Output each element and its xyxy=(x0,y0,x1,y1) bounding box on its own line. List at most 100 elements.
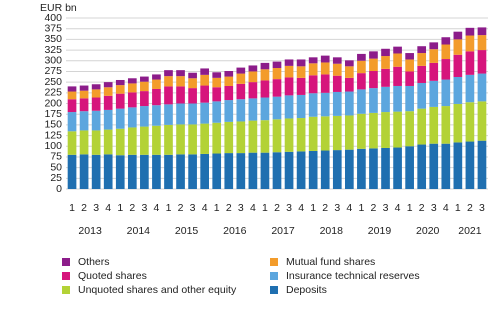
bar-segment xyxy=(272,152,282,189)
bar-segment xyxy=(417,53,427,66)
x-tick-label: 1 xyxy=(117,202,123,214)
bar-segment xyxy=(345,66,354,78)
legend-swatch xyxy=(62,286,70,294)
bar-segment xyxy=(115,93,125,109)
year-label: 2021 xyxy=(458,225,482,237)
bar-segment xyxy=(441,143,451,189)
bar-segment xyxy=(272,79,282,97)
bar-segment xyxy=(79,85,89,91)
legend-label: Unquoted shares and other equity xyxy=(78,284,237,296)
x-tick-label: 3 xyxy=(141,202,147,214)
bar-segment xyxy=(188,103,197,125)
bar-segment xyxy=(465,141,475,189)
bar-segment xyxy=(393,111,402,148)
x-tick-label: 3 xyxy=(479,202,485,214)
year-label: 2015 xyxy=(175,225,199,237)
bar-segment xyxy=(164,70,173,77)
bar-segment xyxy=(260,152,270,189)
bar-segment xyxy=(152,79,161,89)
legend-label: Deposits xyxy=(286,284,327,296)
bar-segment xyxy=(260,69,270,81)
bar-segment xyxy=(236,73,246,84)
x-tick-label: 3 xyxy=(93,202,99,214)
bar-segment xyxy=(91,89,101,98)
bar-segment xyxy=(115,128,125,156)
bar-segment xyxy=(320,116,330,151)
bar-segment xyxy=(212,122,222,154)
bar-segment xyxy=(332,75,342,92)
bar-segment xyxy=(67,91,77,100)
bar-segment xyxy=(127,127,137,155)
bar-segment xyxy=(200,74,209,86)
bar-segment xyxy=(429,62,439,81)
bar-segment xyxy=(369,148,378,189)
x-tick-label: 3 xyxy=(238,202,244,214)
bar-segment xyxy=(393,46,402,54)
bar-segment xyxy=(296,59,306,67)
bar-segment xyxy=(417,144,427,189)
bar-segment xyxy=(308,57,318,64)
bar-segment xyxy=(405,53,414,60)
bar-segment xyxy=(429,49,439,63)
bar-segment xyxy=(369,51,378,59)
x-tick-label: 1 xyxy=(358,202,364,214)
year-label: 2018 xyxy=(320,225,344,237)
bar-segment xyxy=(284,65,294,78)
bar-segment xyxy=(332,63,342,76)
bar-segment xyxy=(308,93,318,117)
bar-segment xyxy=(381,112,390,148)
bar-segment xyxy=(417,65,427,83)
bar-segment xyxy=(332,91,342,116)
bar-segment xyxy=(320,92,330,117)
bar-segment xyxy=(405,111,414,147)
bar-segment xyxy=(212,101,222,123)
bar-segment xyxy=(320,150,330,189)
bar-segment xyxy=(308,116,318,151)
y-tick-label: 250 xyxy=(44,76,62,88)
y-tick-label: 150 xyxy=(44,119,62,131)
y-tick-label: 0 xyxy=(56,183,62,195)
x-tick-label: 4 xyxy=(443,202,449,214)
bar-segment xyxy=(91,130,101,155)
bar-segment xyxy=(320,62,330,75)
bar-segment xyxy=(224,76,234,86)
bar-segment xyxy=(357,113,366,149)
bar-segment xyxy=(176,70,185,77)
x-tick-label: 2 xyxy=(371,202,377,214)
y-tick-label: 400 xyxy=(44,12,62,24)
bar-segment xyxy=(127,92,137,108)
bar-segment xyxy=(284,151,294,189)
bar-segment xyxy=(332,115,342,151)
bar-segment xyxy=(176,86,185,104)
bar-segment xyxy=(477,35,487,51)
bar-segment xyxy=(429,143,439,189)
bar-segment xyxy=(345,60,354,67)
bar-segment xyxy=(127,83,137,93)
bar-segment xyxy=(127,78,137,84)
bar-segment xyxy=(91,110,101,131)
x-tick-label: 1 xyxy=(262,202,268,214)
bar-segment xyxy=(465,51,475,75)
y-tick-label: 125 xyxy=(44,129,62,141)
bar-segment xyxy=(236,67,246,74)
bar-segment xyxy=(212,77,222,88)
bar-segment xyxy=(393,85,402,112)
bar-segment xyxy=(369,88,378,113)
bar-segment xyxy=(320,74,330,93)
bar-segment xyxy=(332,57,342,64)
x-tick-label: 4 xyxy=(346,202,352,214)
x-tick-label: 2 xyxy=(81,202,87,214)
bar-segment xyxy=(357,60,366,74)
bar-segment xyxy=(188,78,197,89)
bar-segment xyxy=(405,146,414,189)
bar-segment xyxy=(140,76,149,82)
y-axis-label: EUR bn xyxy=(40,2,77,14)
bar-segment xyxy=(260,120,270,153)
bar-segment xyxy=(308,75,318,94)
bar-segment xyxy=(188,154,197,189)
bar-segment xyxy=(140,154,149,189)
y-tick-label: 300 xyxy=(44,55,62,67)
bar-segment xyxy=(296,94,306,119)
bar-segment xyxy=(441,44,451,60)
bar-segment xyxy=(164,154,173,189)
